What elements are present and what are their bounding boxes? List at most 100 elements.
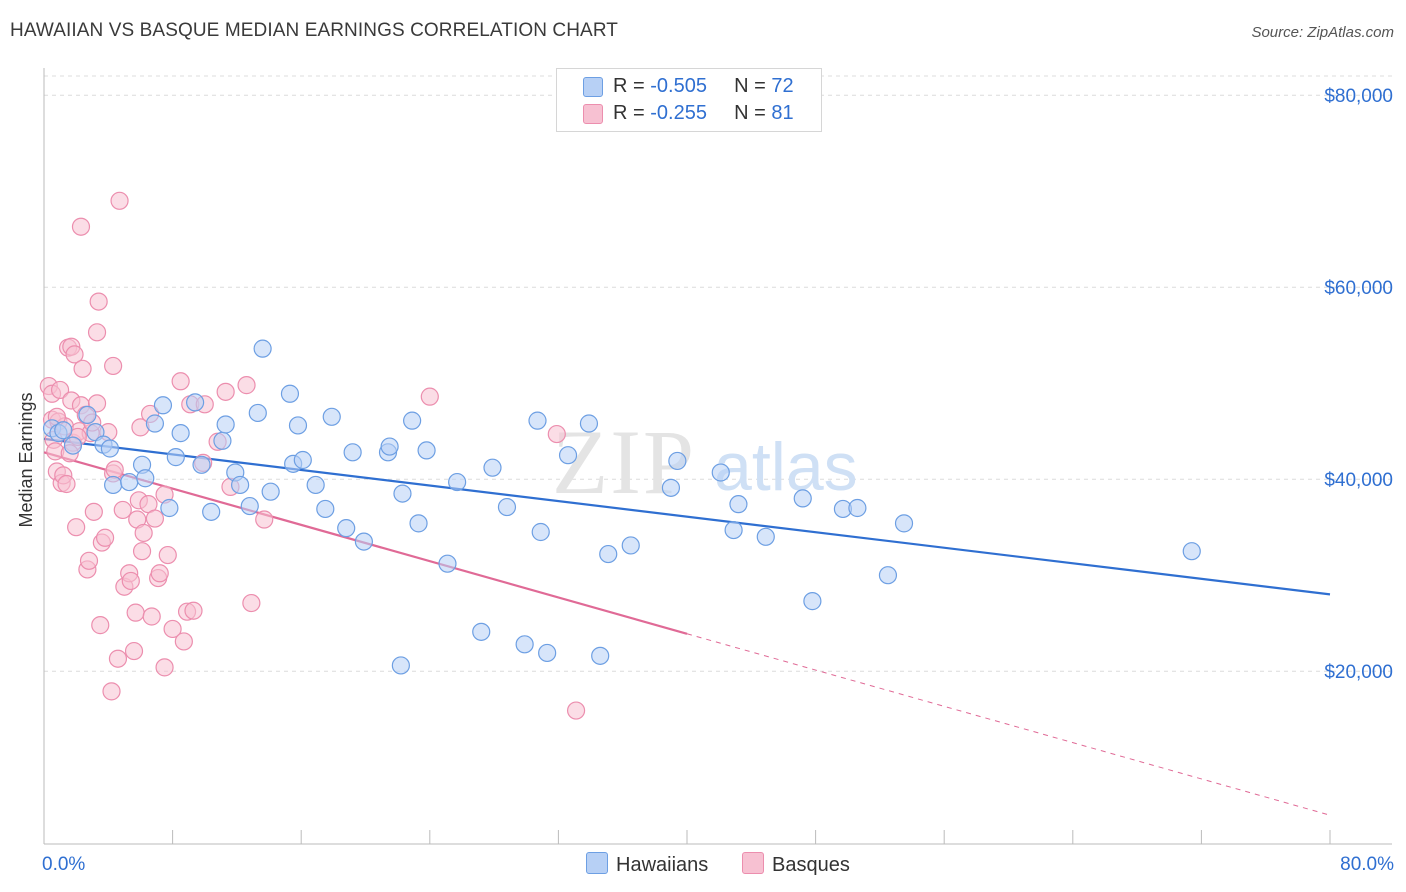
- point-hawaiian: [579, 414, 599, 433]
- point-hawaiian: [393, 484, 412, 503]
- legend-swatch-hawaiians: [586, 852, 608, 874]
- point-basque: [174, 632, 193, 651]
- point-basque: [79, 551, 99, 570]
- point-hawaiian: [248, 403, 267, 423]
- point-hawaiian: [483, 458, 502, 477]
- point-hawaiian: [171, 424, 190, 443]
- legend-r-label: R =: [613, 102, 651, 124]
- point-hawaiian: [253, 339, 272, 358]
- axes: [43, 68, 1392, 845]
- point-basque: [216, 382, 235, 401]
- point-hawaiian: [438, 554, 457, 573]
- point-hawaiian: [515, 635, 534, 654]
- point-basque: [158, 545, 177, 565]
- point-basque: [150, 564, 169, 583]
- point-hawaiian: [591, 646, 610, 665]
- point-basque: [255, 510, 274, 529]
- point-hawaiian: [54, 421, 73, 440]
- point-basque: [171, 372, 190, 391]
- legend-swatch-hawaiians: [583, 77, 603, 97]
- legend-r-value: -0.255: [650, 102, 707, 124]
- point-basque: [73, 359, 92, 378]
- trend-line-hawaiians: [43, 437, 1331, 596]
- point-hawaiian: [153, 396, 173, 415]
- point-hawaiian: [240, 496, 259, 516]
- point-hawaiian: [216, 415, 235, 434]
- point-hawaiian: [391, 656, 410, 675]
- point-basque: [126, 603, 145, 622]
- point-hawaiian: [293, 450, 312, 470]
- point-hawaiian: [316, 499, 335, 519]
- gridlines: [44, 75, 1392, 672]
- legend-item-hawaiians: Hawaiians: [586, 852, 708, 877]
- point-hawaiian: [280, 384, 300, 403]
- point-basque: [163, 619, 182, 639]
- y-tick-label: $40,000: [1324, 470, 1393, 491]
- y-tick-label: $60,000: [1324, 278, 1393, 299]
- point-hawaiian: [599, 544, 618, 564]
- point-hawaiian: [104, 475, 123, 495]
- point-hawaiian: [160, 498, 179, 518]
- y-axis-label: Median Earnings: [16, 392, 36, 527]
- point-basque: [113, 500, 132, 520]
- point-hawaiian: [136, 469, 155, 488]
- point-hawaiian: [724, 520, 743, 540]
- point-basque: [105, 460, 124, 479]
- chart-title: HAWAIIAN VS BASQUE MEDIAN EARNINGS CORRE…: [10, 20, 619, 41]
- point-hawaiian: [756, 527, 775, 546]
- point-hawaiian: [403, 411, 422, 430]
- point-basque: [91, 616, 110, 635]
- point-hawaiian: [380, 437, 399, 456]
- legend-n-value: 72: [771, 75, 794, 97]
- point-hawaiian: [878, 566, 898, 585]
- legend-r-label: R =: [613, 75, 651, 97]
- point-hawaiian: [531, 522, 550, 542]
- legend-swatch-basques: [742, 852, 764, 874]
- point-hawaiian: [558, 446, 578, 465]
- point-basque: [121, 571, 140, 591]
- point-basque: [102, 682, 121, 701]
- point-hawaiian: [63, 436, 83, 455]
- point-hawaiian: [145, 414, 165, 433]
- y-tick-label: $20,000: [1324, 662, 1393, 683]
- point-hawaiian: [120, 472, 139, 492]
- point-basque: [95, 528, 115, 547]
- point-hawaiian: [668, 451, 687, 471]
- point-basque: [84, 502, 103, 521]
- y-tick-label: $80,000: [1324, 86, 1393, 107]
- point-basque: [237, 376, 256, 395]
- point-hawaiian: [711, 463, 730, 482]
- point-hawaiian: [337, 519, 356, 538]
- stats-legend: R = -0.505 N = 72 R = -0.255 N = 81: [556, 68, 822, 132]
- point-hawaiian: [848, 498, 867, 518]
- point-basque: [89, 292, 108, 311]
- source-label: Source: ZipAtlas.com: [1251, 24, 1394, 41]
- point-hawaiian: [894, 514, 914, 533]
- point-hawaiian: [661, 478, 681, 497]
- point-basque: [65, 345, 84, 364]
- legend-n-value: 81: [771, 102, 794, 124]
- point-hawaiian: [621, 536, 640, 555]
- point-basque: [110, 191, 129, 210]
- point-basque: [132, 542, 152, 561]
- point-basque: [71, 217, 91, 236]
- legend-n-label: N =: [734, 75, 772, 97]
- point-basque: [50, 380, 70, 400]
- point-basque: [145, 509, 165, 528]
- trend-line-basques-extension: [686, 633, 1331, 816]
- point-hawaiian: [528, 411, 547, 430]
- point-hawaiian: [343, 443, 362, 462]
- legend-n-label: N =: [734, 102, 772, 124]
- point-hawaiian: [354, 532, 373, 551]
- point-hawaiian: [729, 495, 748, 514]
- point-basque: [155, 658, 174, 677]
- point-hawaiian: [322, 407, 341, 426]
- point-hawaiian: [497, 497, 517, 517]
- point-basque: [420, 387, 439, 406]
- point-basque: [184, 601, 203, 620]
- point-basque: [547, 424, 566, 444]
- point-hawaiian: [793, 489, 812, 508]
- x-tick-label-max: 80.0%: [1340, 854, 1394, 875]
- point-basque: [134, 523, 153, 543]
